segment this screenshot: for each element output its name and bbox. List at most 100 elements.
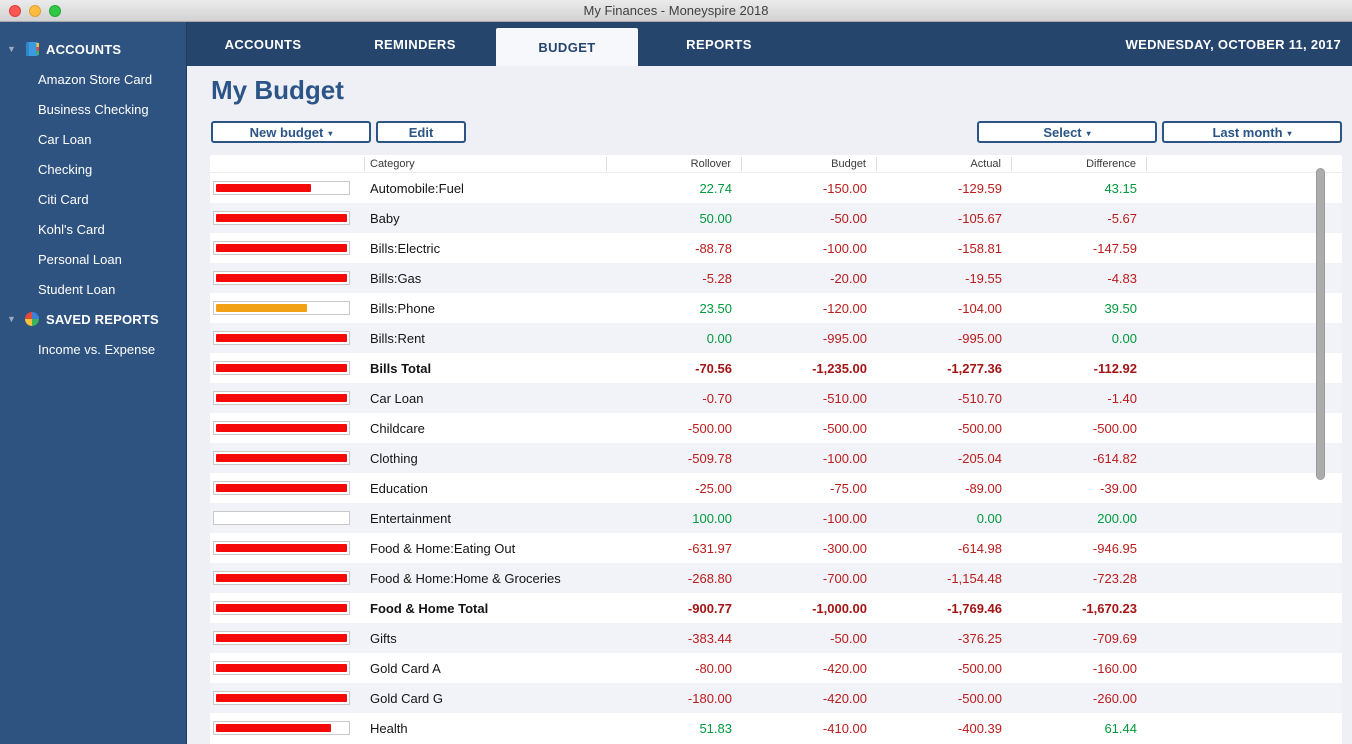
table-row[interactable]: Gold Card G -180.00 -420.00 -500.00 -260… (210, 683, 1342, 713)
sidebar-section-label: ACCOUNTS (46, 41, 122, 57)
sidebar-item-business-checking[interactable]: Business Checking (38, 101, 149, 117)
select-budget-button[interactable]: Select ▾ (977, 121, 1157, 143)
sidebar-item-car-loan[interactable]: Car Loan (38, 131, 92, 147)
table-row[interactable]: Bills:Rent 0.00 -995.00 -995.00 0.00 (210, 323, 1342, 353)
actual-cell: -500.00 (957, 420, 1002, 436)
disclosure-triangle-icon[interactable]: ▼ (7, 44, 17, 54)
minimize-window-button[interactable] (29, 5, 41, 17)
sidebar-item-income-vs-expense[interactable]: Income vs. Expense (38, 341, 156, 357)
rollover-cell: -180.00 (687, 690, 732, 706)
budget-cell: -50.00 (830, 210, 867, 226)
table-row[interactable]: Food & Home Total -900.77 -1,000.00 -1,7… (210, 593, 1342, 623)
edit-button[interactable]: Edit (376, 121, 466, 143)
table-row[interactable]: Education -25.00 -75.00 -89.00 -39.00 (210, 473, 1342, 503)
category-cell: Automobile:Fuel (370, 180, 464, 196)
column-header-budget[interactable]: Budget (742, 156, 877, 171)
sidebar-item-kohl-s-card[interactable]: Kohl's Card (38, 221, 105, 237)
actual-cell: -510.70 (957, 390, 1002, 406)
budget-cell: -100.00 (822, 240, 867, 256)
budget-progress-bar (213, 631, 350, 645)
rollover-cell: -509.78 (687, 450, 732, 466)
sidebar-section-header[interactable]: ▼ SAVED REPORTS (0, 304, 186, 334)
actual-cell: -500.00 (957, 660, 1002, 676)
pie-chart-icon (24, 311, 40, 327)
budget-cell: -300.00 (822, 540, 867, 556)
vertical-scrollbar[interactable] (1316, 168, 1325, 480)
chevron-down-icon: ▾ (1287, 128, 1292, 138)
new-budget-button[interactable]: New budget ▾ (211, 121, 371, 143)
table-row[interactable]: Bills:Electric -88.78 -100.00 -158.81 -1… (210, 233, 1342, 263)
budget-progress-bar (213, 301, 350, 315)
table-row[interactable]: Bills:Gas -5.28 -20.00 -19.55 -4.83 (210, 263, 1342, 293)
rollover-cell: -383.44 (687, 630, 732, 646)
tab-reminders[interactable]: REMINDERS (374, 36, 456, 52)
table-row[interactable]: Food & Home:Eating Out -631.97 -300.00 -… (210, 533, 1342, 563)
sidebar-item-amazon-store-card[interactable]: Amazon Store Card (38, 71, 153, 87)
difference-cell: -709.69 (1092, 630, 1137, 646)
table-row[interactable]: Gold Card A -80.00 -420.00 -500.00 -160.… (210, 653, 1342, 683)
budget-cell: -700.00 (822, 570, 867, 586)
difference-cell: 200.00 (1097, 510, 1137, 526)
table-row[interactable]: Childcare -500.00 -500.00 -500.00 -500.0… (210, 413, 1342, 443)
actual-cell: 0.00 (976, 510, 1002, 526)
difference-cell: -5.67 (1107, 210, 1137, 226)
tab-reports[interactable]: REPORTS (686, 36, 752, 52)
difference-cell: 43.15 (1104, 180, 1137, 196)
column-header-difference[interactable]: Difference (1012, 156, 1147, 171)
table-row[interactable]: Food & Home:Home & Groceries -268.80 -70… (210, 563, 1342, 593)
close-window-button[interactable] (9, 5, 21, 17)
rollover-cell: -25.00 (695, 480, 732, 496)
tab-accounts[interactable]: ACCOUNTS (224, 36, 302, 52)
budget-progress-bar (213, 391, 350, 405)
category-cell: Education (370, 480, 428, 496)
table-row[interactable]: Entertainment 100.00 -100.00 0.00 200.00 (210, 503, 1342, 533)
rollover-cell: 22.74 (699, 180, 732, 196)
sidebar-section-header[interactable]: ▼ ACCOUNTS (0, 34, 186, 64)
table-row[interactable]: Baby 50.00 -50.00 -105.67 -5.67 (210, 203, 1342, 233)
budget-progress-bar (213, 691, 350, 705)
zoom-window-button[interactable] (49, 5, 61, 17)
budget-cell: -20.00 (830, 270, 867, 286)
difference-cell: 0.00 (1111, 330, 1137, 346)
actual-cell: -1,277.36 (947, 360, 1002, 376)
chevron-down-icon: ▾ (328, 128, 333, 138)
actual-cell: -500.00 (957, 690, 1002, 706)
actual-cell: -105.67 (957, 210, 1002, 226)
column-header-category[interactable]: Category (365, 156, 607, 171)
sidebar-section-label: SAVED REPORTS (46, 311, 159, 327)
rollover-cell: 100.00 (692, 510, 732, 526)
budget-cell: -995.00 (822, 330, 867, 346)
column-header-rollover[interactable]: Rollover (607, 156, 742, 171)
table-row[interactable]: Gifts -383.44 -50.00 -376.25 -709.69 (210, 623, 1342, 653)
budget-progress-bar (213, 541, 350, 555)
rollover-cell: -500.00 (687, 420, 732, 436)
budget-page: My Budget New budget ▾ Edit Select ▾ Las… (187, 66, 1352, 744)
disclosure-triangle-icon[interactable]: ▼ (7, 314, 17, 324)
actual-cell: -158.81 (957, 240, 1002, 256)
sidebar-item-checking[interactable]: Checking (38, 161, 93, 177)
budget-table: Category Rollover Budget Actual Differen… (210, 155, 1342, 744)
table-row[interactable]: Clothing -509.78 -100.00 -205.04 -614.82 (210, 443, 1342, 473)
table-row[interactable]: Bills Total -70.56 -1,235.00 -1,277.36 -… (210, 353, 1342, 383)
difference-cell: -946.95 (1092, 540, 1137, 556)
table-row[interactable]: Bills:Phone 23.50 -120.00 -104.00 39.50 (210, 293, 1342, 323)
column-header-actual[interactable]: Actual (877, 156, 1012, 171)
budget-progress-bar (213, 571, 350, 585)
table-row[interactable]: Health 51.83 -410.00 -400.39 61.44 (210, 713, 1342, 743)
table-row[interactable]: Automobile:Fuel 22.74 -150.00 -129.59 43… (210, 173, 1342, 203)
sidebar-item-citi-card[interactable]: Citi Card (38, 191, 89, 207)
budget-cell: -150.00 (822, 180, 867, 196)
window-titlebar: My Finances - Moneyspire 2018 (0, 0, 1352, 22)
category-cell: Bills Total (370, 360, 432, 376)
tab-budget[interactable]: BUDGET (496, 28, 638, 66)
budget-cell: -420.00 (822, 690, 867, 706)
rollover-cell: -70.56 (695, 360, 732, 376)
actual-cell: -400.39 (957, 720, 1002, 736)
period-selector-button[interactable]: Last month ▾ (1162, 121, 1342, 143)
table-row[interactable]: Car Loan -0.70 -510.00 -510.70 -1.40 (210, 383, 1342, 413)
difference-cell: -147.59 (1092, 240, 1137, 256)
difference-cell: -500.00 (1092, 420, 1137, 436)
top-nav: ACCOUNTS REMINDERS BUDGET REPORTS WEDNES… (187, 22, 1352, 66)
sidebar-item-personal-loan[interactable]: Personal Loan (38, 251, 122, 267)
sidebar-item-student-loan[interactable]: Student Loan (38, 281, 116, 297)
